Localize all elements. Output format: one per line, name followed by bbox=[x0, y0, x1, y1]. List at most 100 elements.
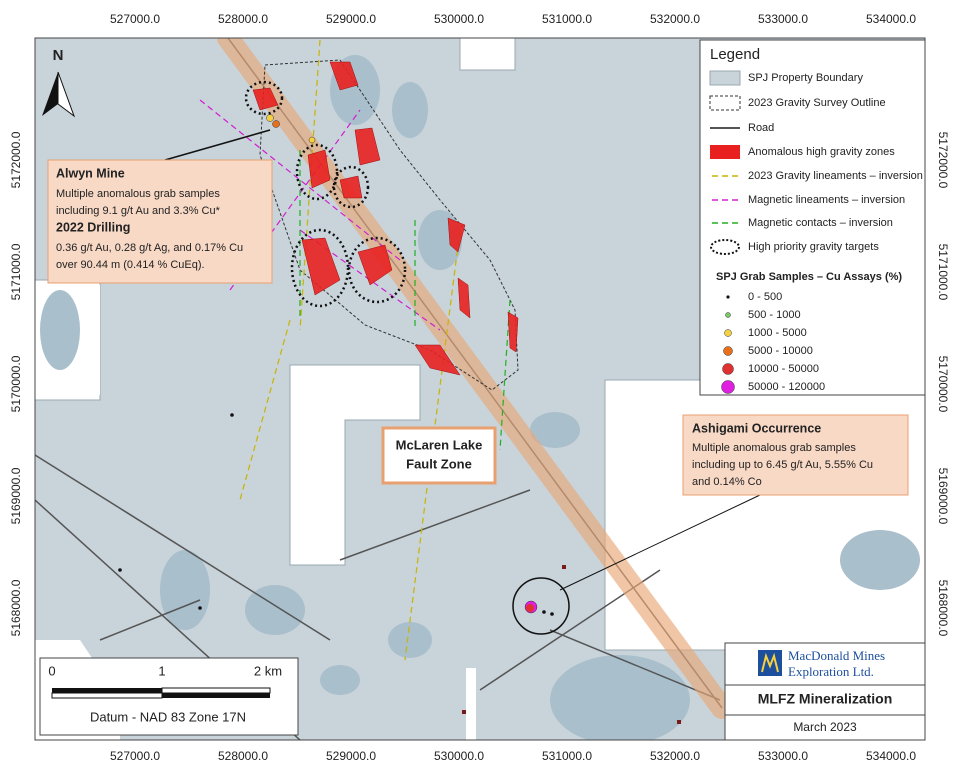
legend-box bbox=[699, 39, 926, 396]
x-coordinate-label: 529000.0 bbox=[326, 12, 376, 26]
x-coordinate-label: 528000.0 bbox=[218, 749, 268, 763]
legend-title: Legend bbox=[710, 46, 760, 63]
legend-sample-label: 0 - 500 bbox=[748, 291, 782, 303]
legend-sample-label: 50000 - 120000 bbox=[748, 381, 825, 393]
gravity-zone bbox=[457, 277, 471, 319]
y-coordinate-label: 5169000.0 bbox=[936, 468, 950, 525]
grab-sample bbox=[550, 612, 554, 616]
legend-sample-dot bbox=[724, 329, 732, 337]
company-name: MacDonald Mines bbox=[788, 648, 885, 663]
gravity-target bbox=[244, 80, 284, 116]
grab-samples bbox=[118, 114, 681, 724]
gravity-zones bbox=[252, 61, 519, 376]
lakes bbox=[40, 55, 920, 740]
map-title: MLFZ Mineralization bbox=[758, 691, 893, 707]
legend-sample-label: 500 - 1000 bbox=[748, 309, 801, 321]
callout-text: including 9.1 g/t Au and 3.3% Cu* bbox=[56, 205, 221, 217]
x-coordinate-label: 532000.0 bbox=[650, 749, 700, 763]
callout-title: Alwyn Mine bbox=[56, 166, 125, 180]
lake bbox=[392, 82, 428, 138]
x-coordinate-label: 533000.0 bbox=[758, 12, 808, 26]
scale-segment bbox=[161, 687, 271, 694]
lake bbox=[40, 290, 80, 370]
scale-segment bbox=[162, 693, 270, 698]
legend-sample-label: 5000 - 10000 bbox=[748, 345, 813, 357]
gravity-zone bbox=[301, 237, 341, 296]
lake bbox=[840, 530, 920, 590]
y-coordinate-label: 5171000.0 bbox=[936, 244, 950, 301]
grab-sample bbox=[308, 136, 316, 144]
legend-subtitle: SPJ Grab Samples – Cu Assays (%) bbox=[716, 271, 902, 283]
legend-label: SPJ Property Boundary bbox=[748, 72, 863, 84]
x-coordinate-label: 531000.0 bbox=[542, 749, 592, 763]
fault-zone bbox=[217, 38, 733, 719]
scale-segment bbox=[51, 692, 163, 699]
callout-text: including up to 6.45 g/t Au, 5.55% Cu bbox=[692, 459, 873, 471]
legend-label: 2023 Gravity Survey Outline bbox=[748, 97, 886, 109]
legend-swatch bbox=[709, 70, 741, 86]
grab-sample bbox=[542, 610, 546, 614]
excluded-area bbox=[466, 668, 476, 740]
title-block: MacDonald Mines Exploration Ltd. MLFZ Mi… bbox=[724, 642, 926, 741]
grab-sample bbox=[677, 720, 681, 724]
gravity-target bbox=[295, 143, 339, 201]
grab-sample bbox=[230, 413, 234, 417]
gravity-zone bbox=[339, 175, 363, 199]
legend-label: Road bbox=[748, 122, 774, 134]
ashigami-circle bbox=[512, 577, 570, 635]
gravity-lineament bbox=[404, 229, 461, 661]
north-label: N bbox=[53, 47, 64, 64]
scale-segment bbox=[52, 688, 162, 693]
grab-sample bbox=[118, 568, 122, 572]
north-arrow: N bbox=[42, 47, 76, 118]
x-coordinate-label: 534000.0 bbox=[866, 12, 916, 26]
magnetic-contact bbox=[499, 299, 511, 451]
legend-swatch bbox=[710, 239, 740, 255]
x-coordinate-label: 528000.0 bbox=[218, 12, 268, 26]
road bbox=[549, 629, 721, 701]
road bbox=[339, 489, 531, 561]
grab-sample bbox=[562, 565, 566, 569]
gravity-zone bbox=[307, 149, 331, 189]
callout-subtitle: 2022 Drilling bbox=[56, 220, 130, 234]
legend-label: Anomalous high gravity zones bbox=[748, 146, 895, 158]
y-coordinate-label: 5170000.0 bbox=[9, 355, 23, 412]
callout-box bbox=[682, 414, 909, 496]
grab-sample bbox=[526, 604, 534, 612]
y-coordinate-label: 5172000.0 bbox=[9, 131, 23, 188]
fault-text: Fault Zone bbox=[406, 456, 472, 471]
legend-swatch bbox=[710, 145, 740, 159]
fault-box bbox=[381, 426, 497, 485]
grab-sample bbox=[266, 114, 274, 122]
excluded-area bbox=[289, 364, 421, 566]
grab-sample bbox=[198, 606, 202, 610]
lake bbox=[245, 585, 305, 635]
legend-samples: 0 - 500 500 - 1000 1000 - 5000 5000 - 10000… bbox=[721, 291, 825, 394]
gravity-zone bbox=[354, 127, 381, 166]
lineaments bbox=[199, 39, 511, 661]
x-coordinate-label: 534000.0 bbox=[866, 749, 916, 763]
gravity-zone bbox=[447, 217, 466, 253]
lake bbox=[388, 622, 432, 658]
company-logo-mark bbox=[761, 652, 779, 673]
callout-text: over 90.44 m (0.414 % CuEq). bbox=[56, 259, 205, 271]
gravity-lineament bbox=[239, 319, 291, 501]
x-coordinate-label: 527000.0 bbox=[110, 749, 160, 763]
scale-label: 2 km bbox=[254, 663, 282, 678]
y-coordinate-label: 5170000.0 bbox=[936, 356, 950, 413]
gravity-lineament bbox=[299, 39, 321, 331]
fault-label: McLaren Lake Fault Zone bbox=[381, 426, 497, 485]
y-coordinate-label: 5168000.0 bbox=[936, 580, 950, 637]
gravity-zone bbox=[329, 61, 359, 91]
x-coordinate-label: 527000.0 bbox=[110, 12, 160, 26]
x-coordinate-label: 530000.0 bbox=[434, 749, 484, 763]
map-date: March 2023 bbox=[793, 720, 857, 734]
legend-sample-dot bbox=[722, 363, 734, 375]
x-coordinate-label: 533000.0 bbox=[758, 749, 808, 763]
leader-line bbox=[164, 129, 271, 161]
north-arrow-half bbox=[57, 71, 76, 118]
legend-label: Magnetic contacts – inversion bbox=[748, 217, 893, 229]
road bbox=[35, 454, 331, 641]
callout-text: 0.36 g/t Au, 0.28 g/t Ag, and 0.17% Cu bbox=[56, 242, 243, 254]
y-coordinate-label: 5169000.0 bbox=[9, 467, 23, 524]
